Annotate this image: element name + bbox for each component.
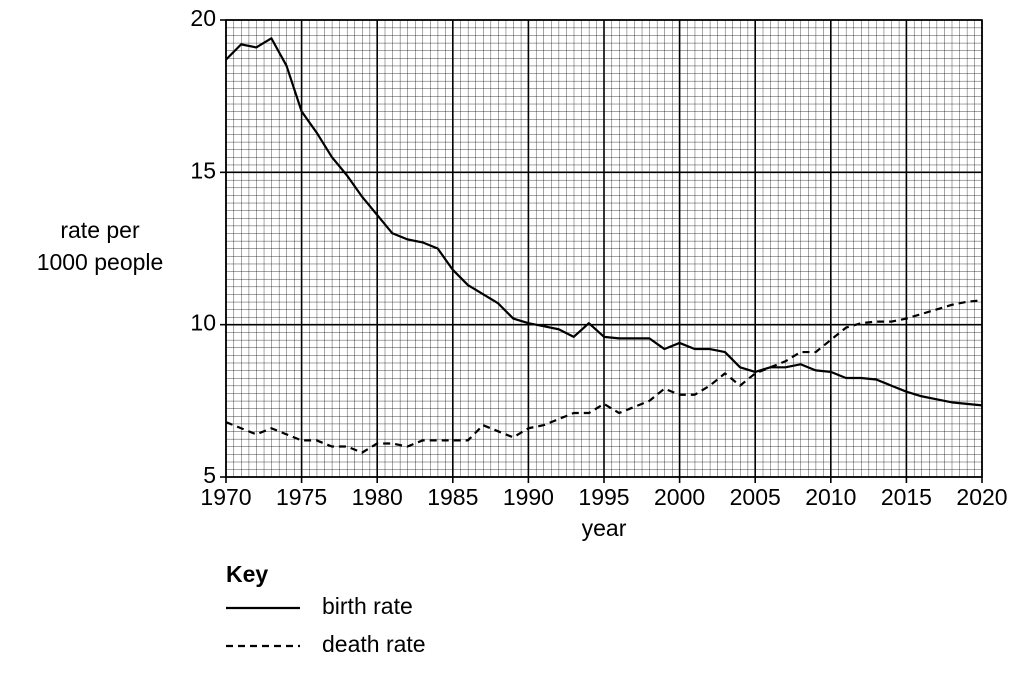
plot-border — [225, 19, 983, 478]
y-tick-label: 10 — [190, 310, 216, 336]
y-axis-label: rate per — [60, 217, 140, 243]
y-axis-label: 1000 people — [37, 249, 164, 275]
x-tick-label: 1990 — [503, 484, 554, 510]
x-tick-label: 1975 — [276, 484, 327, 510]
series-line — [225, 37, 983, 407]
y-tick-label: 20 — [190, 5, 216, 31]
x-tick-label: 2015 — [881, 484, 932, 510]
x-tick-label: 2010 — [805, 484, 856, 510]
legend-title: Key — [226, 561, 268, 587]
x-tick-label: 1970 — [200, 484, 251, 510]
series-line — [225, 299, 983, 454]
x-tick-label: 1995 — [578, 484, 629, 510]
legend-label: birth rate — [322, 593, 413, 619]
x-tick-label: 2020 — [956, 484, 1007, 510]
x-tick-label: 1985 — [427, 484, 478, 510]
x-tick-label: 2000 — [654, 484, 705, 510]
y-tick-label: 5 — [203, 462, 216, 488]
legend-label: death rate — [322, 631, 426, 657]
x-tick-label: 2005 — [730, 484, 781, 510]
x-tick-label: 1980 — [352, 484, 403, 510]
y-tick-label: 15 — [190, 157, 216, 183]
x-axis-label: year — [582, 515, 627, 541]
